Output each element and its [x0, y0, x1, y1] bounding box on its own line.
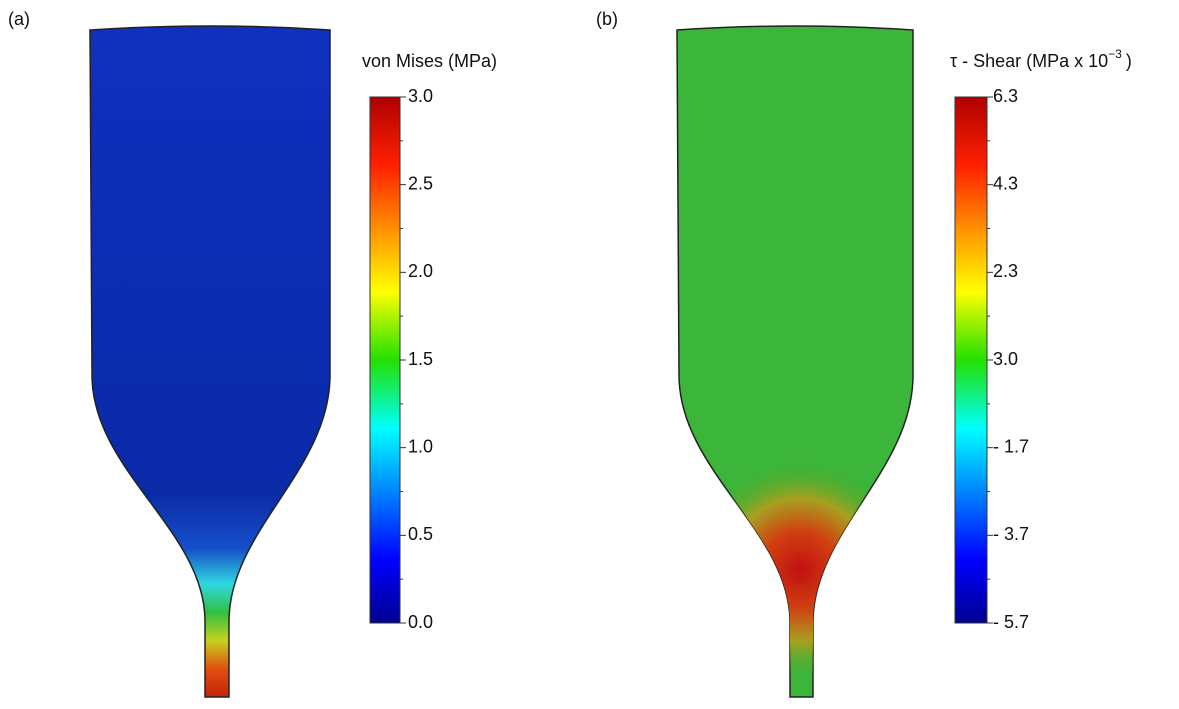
colorbar-tick-label: - 5.7 [993, 612, 1029, 632]
colorbar-title: τ - Shear (MPa x 10−3) [950, 47, 1132, 71]
colorbar-title: von Mises (MPa) [362, 51, 497, 71]
colorbar-tick-label: 6.3 [993, 86, 1018, 106]
colorbar-tick-label: 3.0 [408, 86, 433, 106]
figure: (a) von Mises (MPa) (b) τ - Shear (MPa x… [0, 0, 1179, 704]
title-superscript: −3 [1108, 47, 1122, 61]
colorbar-tick-label: 2.3 [993, 261, 1018, 281]
colorbar-tick-label: 0.0 [408, 612, 433, 632]
colorbar-tick-label: 3.0 [993, 349, 1018, 369]
colorbar-tick-label: 4.3 [993, 173, 1018, 193]
colorbar-tick-label: 0.5 [408, 524, 433, 544]
colorbar [370, 97, 400, 623]
shear-hotspot [677, 26, 913, 697]
colorbar-tick-label: - 3.7 [993, 524, 1029, 544]
panel-label: (b) [596, 9, 618, 29]
panel-label: (a) [8, 9, 30, 29]
stress-model [90, 26, 330, 697]
title-end: ) [1126, 51, 1132, 71]
colorbar-tick-label: 1.5 [408, 349, 433, 369]
colorbar [955, 97, 987, 623]
colorbar-tick-label: 2.0 [408, 261, 433, 281]
colorbar-tick-label: 1.0 [408, 436, 433, 456]
colorbar-tick-label: 2.5 [408, 173, 433, 193]
colorbar-tick-label: - 1.7 [993, 436, 1029, 456]
title-text: τ - Shear (MPa x 10 [950, 51, 1108, 71]
